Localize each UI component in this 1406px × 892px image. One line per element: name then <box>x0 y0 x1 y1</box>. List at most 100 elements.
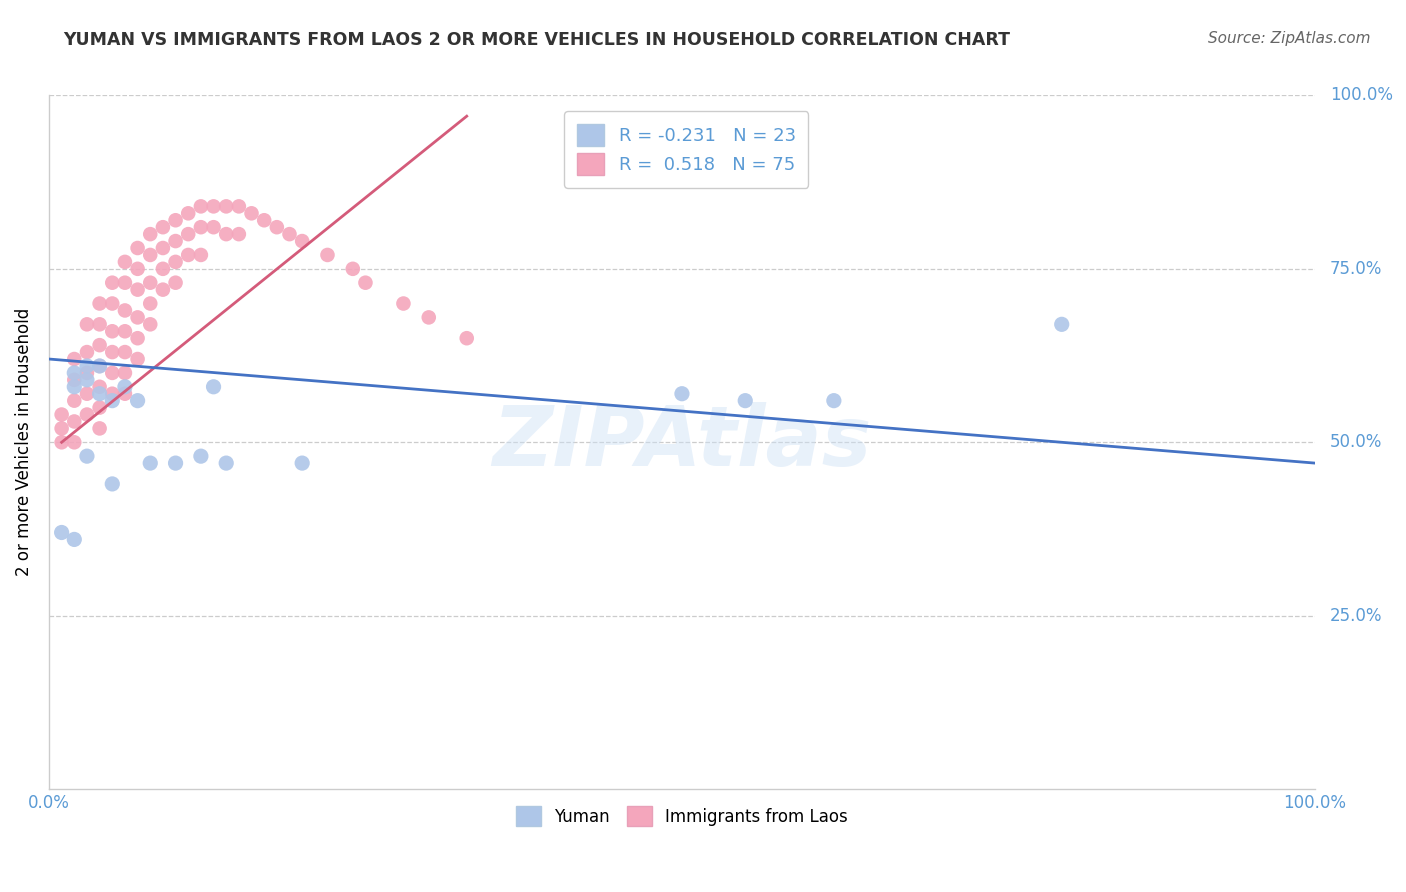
Point <box>177 248 200 262</box>
Point <box>114 276 136 290</box>
Point <box>101 366 124 380</box>
Point <box>101 296 124 310</box>
Legend: Yuman, Immigrants from Laos: Yuman, Immigrants from Laos <box>509 799 855 833</box>
Point <box>76 366 98 380</box>
Point <box>228 199 250 213</box>
Point <box>63 393 86 408</box>
Point <box>240 206 263 220</box>
Point <box>101 386 124 401</box>
Point <box>76 386 98 401</box>
Point <box>190 220 212 235</box>
Point <box>190 248 212 262</box>
Point <box>139 456 162 470</box>
Point <box>127 241 149 255</box>
Point <box>139 227 162 241</box>
Text: YUMAN VS IMMIGRANTS FROM LAOS 2 OR MORE VEHICLES IN HOUSEHOLD CORRELATION CHART: YUMAN VS IMMIGRANTS FROM LAOS 2 OR MORE … <box>63 31 1011 49</box>
Point <box>354 276 377 290</box>
Point <box>51 421 73 435</box>
Point <box>139 248 162 262</box>
Point <box>215 456 238 470</box>
Point <box>51 408 73 422</box>
Point <box>63 380 86 394</box>
Point <box>823 393 845 408</box>
Point <box>342 261 364 276</box>
Point <box>152 220 174 235</box>
Point <box>89 421 111 435</box>
Point <box>139 276 162 290</box>
Point <box>76 359 98 373</box>
Point <box>456 331 478 345</box>
Point <box>291 234 314 248</box>
Point <box>63 373 86 387</box>
Point <box>51 525 73 540</box>
Text: 25.0%: 25.0% <box>1330 607 1382 624</box>
Point <box>63 435 86 450</box>
Point <box>202 199 225 213</box>
Point <box>392 296 415 310</box>
Point <box>127 393 149 408</box>
Y-axis label: 2 or more Vehicles in Household: 2 or more Vehicles in Household <box>15 308 32 576</box>
Point <box>202 380 225 394</box>
Point <box>165 456 187 470</box>
Point <box>89 359 111 373</box>
Point <box>1050 318 1073 332</box>
Point <box>76 408 98 422</box>
Point <box>89 318 111 332</box>
Point <box>127 283 149 297</box>
Point <box>127 351 149 366</box>
Point <box>89 380 111 394</box>
Point <box>114 345 136 359</box>
Point <box>215 199 238 213</box>
Point <box>127 310 149 325</box>
Point <box>63 415 86 429</box>
Point <box>101 276 124 290</box>
Point <box>114 366 136 380</box>
Point <box>165 255 187 269</box>
Point <box>127 261 149 276</box>
Point <box>278 227 301 241</box>
Point <box>734 393 756 408</box>
Point <box>190 449 212 463</box>
Point <box>63 351 86 366</box>
Point <box>671 386 693 401</box>
Point <box>89 386 111 401</box>
Point <box>418 310 440 325</box>
Point <box>63 366 86 380</box>
Point <box>177 227 200 241</box>
Point <box>101 477 124 491</box>
Point <box>202 220 225 235</box>
Point <box>114 380 136 394</box>
Point <box>139 318 162 332</box>
Text: ZIPAtlas: ZIPAtlas <box>492 401 872 483</box>
Point <box>89 401 111 415</box>
Point <box>76 345 98 359</box>
Point <box>114 324 136 338</box>
Text: Source: ZipAtlas.com: Source: ZipAtlas.com <box>1208 31 1371 46</box>
Point <box>89 338 111 352</box>
Point <box>152 261 174 276</box>
Point <box>190 199 212 213</box>
Text: 50.0%: 50.0% <box>1330 434 1382 451</box>
Text: 100.0%: 100.0% <box>1330 87 1393 104</box>
Point <box>114 386 136 401</box>
Point <box>177 206 200 220</box>
Point <box>51 435 73 450</box>
Point <box>165 213 187 227</box>
Point <box>165 234 187 248</box>
Point <box>114 303 136 318</box>
Point <box>89 296 111 310</box>
Point <box>101 393 124 408</box>
Point <box>228 227 250 241</box>
Point <box>76 449 98 463</box>
Point <box>76 318 98 332</box>
Point <box>139 296 162 310</box>
Point <box>152 241 174 255</box>
Point <box>316 248 339 262</box>
Point <box>63 533 86 547</box>
Point <box>291 456 314 470</box>
Point <box>127 331 149 345</box>
Point <box>266 220 288 235</box>
Point <box>165 276 187 290</box>
Point <box>101 324 124 338</box>
Point <box>215 227 238 241</box>
